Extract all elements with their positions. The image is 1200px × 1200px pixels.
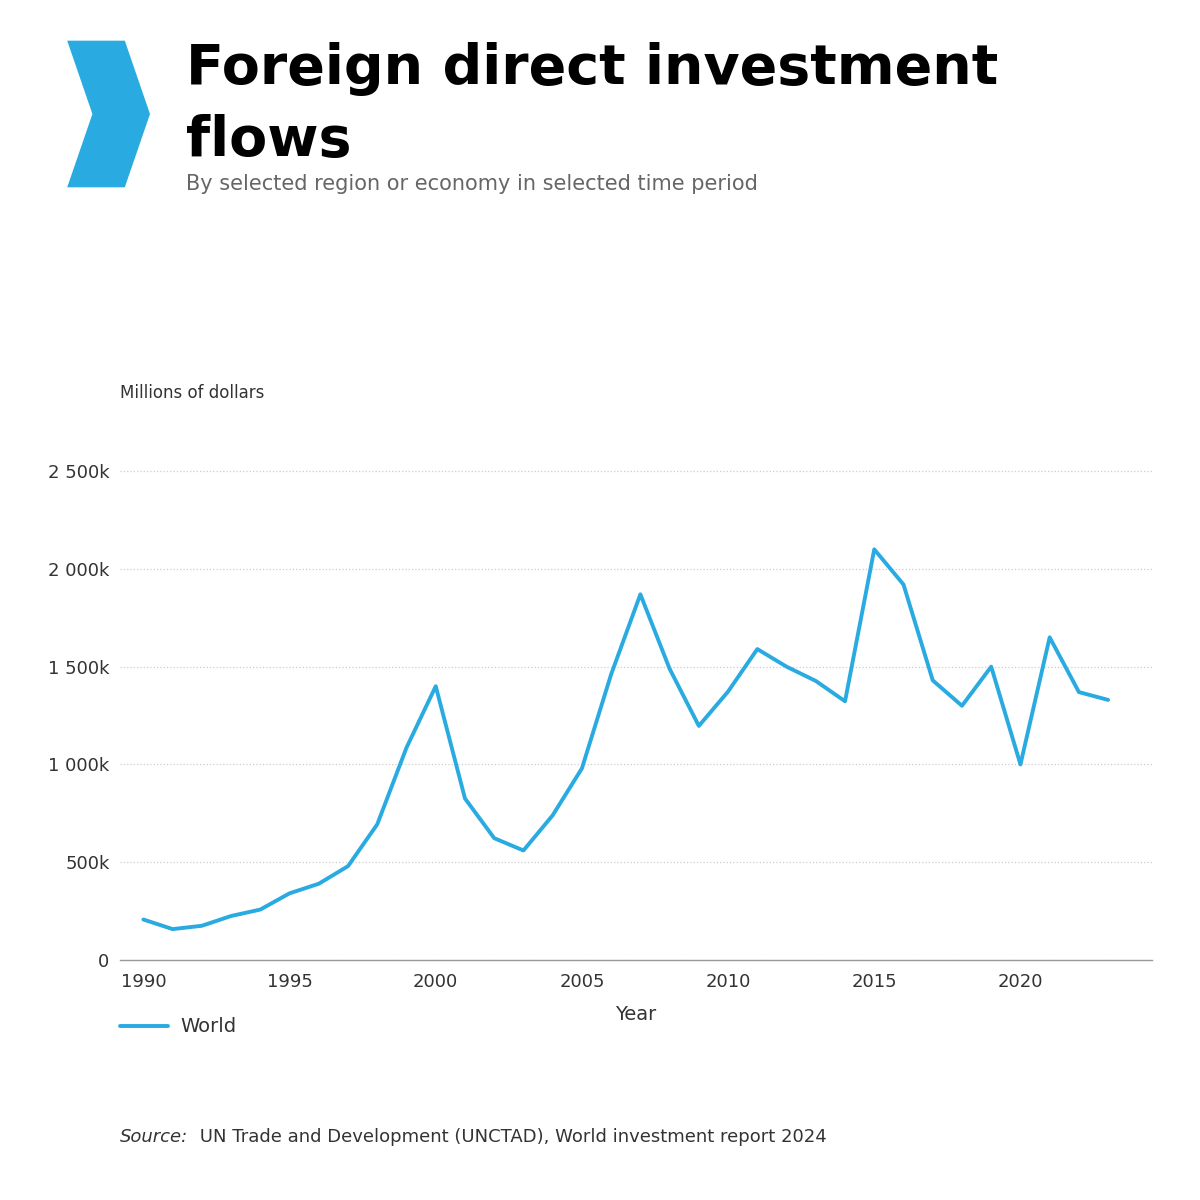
Text: Source:: Source:: [120, 1128, 188, 1146]
Text: Millions of dollars: Millions of dollars: [120, 384, 264, 402]
Text: UN Trade and Development (UNCTAD), World investment report 2024: UN Trade and Development (UNCTAD), World…: [194, 1128, 827, 1146]
Text: By selected region or economy in selected time period: By selected region or economy in selecte…: [186, 174, 758, 194]
Text: flows: flows: [186, 114, 352, 168]
X-axis label: Year: Year: [616, 1006, 656, 1024]
Text: World: World: [180, 1016, 236, 1036]
Polygon shape: [67, 41, 150, 187]
Text: Foreign direct investment: Foreign direct investment: [186, 42, 998, 96]
